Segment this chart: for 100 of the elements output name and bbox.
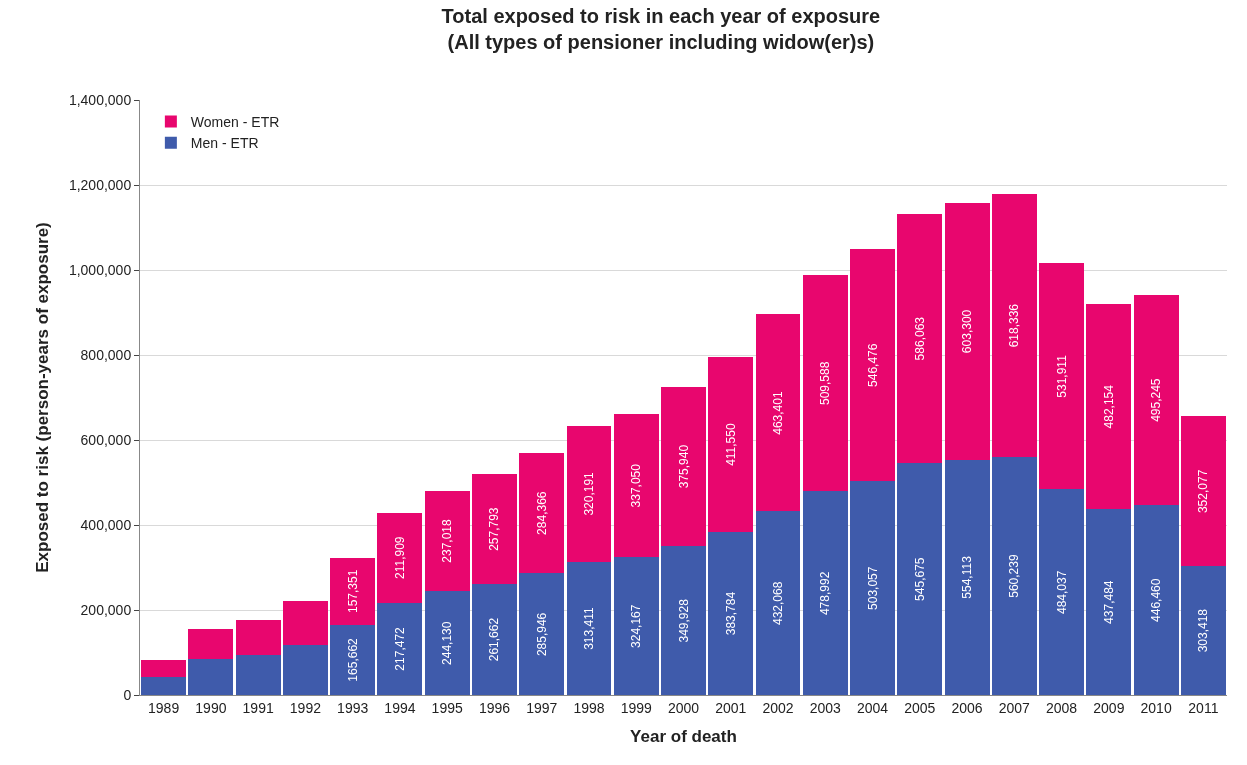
data-label: 349,928 <box>676 598 691 643</box>
data-label: 545,675 <box>912 557 927 601</box>
bar <box>1086 304 1132 510</box>
bar <box>613 557 659 695</box>
x-tick-label: 1995 <box>431 699 463 716</box>
x-tick-label: 1998 <box>573 699 605 716</box>
data-label: 554,113 <box>960 555 975 599</box>
bar <box>661 386 706 547</box>
data-label: 586,063 <box>912 316 927 361</box>
bar <box>472 583 517 695</box>
bar <box>1133 505 1179 695</box>
data-label: 157,351 <box>345 569 360 614</box>
x-tick-label: 1996 <box>478 699 511 716</box>
data-label: 484,037 <box>1054 570 1069 614</box>
chart-title: Total exposed to risk in each year of exposure (All types of pensioner including widow(er)s) <box>441 4 881 53</box>
data-label: 411,550 <box>723 423 738 466</box>
x-tick-label: 2001 <box>715 699 747 716</box>
bar <box>330 624 376 695</box>
x-tick-label: 1997 <box>526 699 558 716</box>
data-label: 603,300 <box>960 309 975 354</box>
bar <box>282 645 328 695</box>
data-label: 244,130 <box>440 621 455 665</box>
bar <box>850 248 895 482</box>
data-label: 375,940 <box>676 444 691 489</box>
x-tick-label: 2005 <box>904 699 936 716</box>
bar <box>141 660 187 678</box>
bar <box>613 413 659 558</box>
bar <box>472 474 517 584</box>
x-axis-title: Year of death <box>630 727 737 747</box>
x-tick-label: 2003 <box>809 699 842 716</box>
x-tick-label: 2008 <box>1046 699 1078 716</box>
x-tick-label: 2010 <box>1140 699 1172 716</box>
data-label: 531,911 <box>1054 354 1069 398</box>
bar <box>755 511 801 695</box>
data-label: 383,784 <box>723 591 738 636</box>
bar <box>424 490 470 592</box>
bar <box>944 459 990 695</box>
data-label: 463,401 <box>771 391 786 435</box>
x-tick-label: 2002 <box>762 699 794 716</box>
data-label: 446,460 <box>1149 578 1164 622</box>
data-label: 478,992 <box>818 571 833 616</box>
legend-label: Men - ETR <box>190 135 259 152</box>
data-label: 503,057 <box>865 566 880 610</box>
bar <box>897 463 943 695</box>
x-tick-label: 2011 <box>1188 699 1219 716</box>
bar <box>850 481 895 695</box>
data-label: 324,167 <box>629 604 644 648</box>
x-tick-label: 1990 <box>195 699 227 716</box>
data-label: 313,411 <box>581 606 596 650</box>
x-tick-label: 1992 <box>289 699 322 716</box>
data-label: 482,154 <box>1101 384 1116 429</box>
x-tick-label: 1991 <box>242 699 274 716</box>
data-label: 165,662 <box>345 637 360 682</box>
data-label: 320,191 <box>581 471 596 516</box>
bar <box>188 659 234 695</box>
y-tick-label: 0 <box>123 686 132 703</box>
y-tick-label: 200,000 <box>80 601 132 618</box>
y-tick-label: 400,000 <box>80 516 132 533</box>
data-label: 257,793 <box>487 507 502 551</box>
x-tick-label: 2006 <box>951 699 983 716</box>
bar <box>708 356 754 532</box>
y-axis-title: Exposed to risk (person-years of exposure) <box>33 222 53 573</box>
bar <box>519 573 565 695</box>
data-label: 352,077 <box>1196 469 1211 514</box>
x-tick-label: 2000 <box>667 699 700 716</box>
bar <box>519 452 565 574</box>
bar <box>991 456 1037 695</box>
x-tick-label: 1993 <box>337 699 369 716</box>
bar <box>802 491 848 695</box>
x-tick-label: 2007 <box>998 699 1031 716</box>
data-label: 261,662 <box>487 617 502 662</box>
bar <box>566 561 612 695</box>
x-tick-label: 1999 <box>620 699 653 716</box>
bar <box>1180 566 1226 695</box>
bar <box>991 194 1037 457</box>
data-label: 211,909 <box>392 536 407 579</box>
bar <box>802 274 848 492</box>
bar <box>755 314 801 512</box>
x-tick-label: 2009 <box>1093 699 1125 716</box>
data-label: 337,050 <box>629 463 644 508</box>
data-label: 560,239 <box>1007 554 1022 598</box>
legend-label: Women - ETR <box>190 114 280 131</box>
data-label: 303,418 <box>1196 608 1211 653</box>
x-tick-label: 1989 <box>148 699 180 716</box>
data-label: 618,336 <box>1007 303 1022 348</box>
bar <box>708 531 754 695</box>
bar <box>661 546 706 695</box>
y-tick-label: 1,200,000 <box>68 176 132 193</box>
data-label: 284,366 <box>534 491 549 535</box>
data-label: 546,476 <box>865 343 880 387</box>
y-tick-label: 1,400,000 <box>68 91 132 108</box>
x-tick-label: 2004 <box>856 699 889 716</box>
data-label: 237,018 <box>440 519 455 563</box>
x-tick-label: 1994 <box>384 699 416 716</box>
bar <box>1133 294 1179 506</box>
data-label: 432,068 <box>771 581 786 626</box>
bar <box>566 425 612 562</box>
data-label: 509,588 <box>818 361 833 405</box>
bar <box>141 677 187 695</box>
bar <box>424 591 470 695</box>
